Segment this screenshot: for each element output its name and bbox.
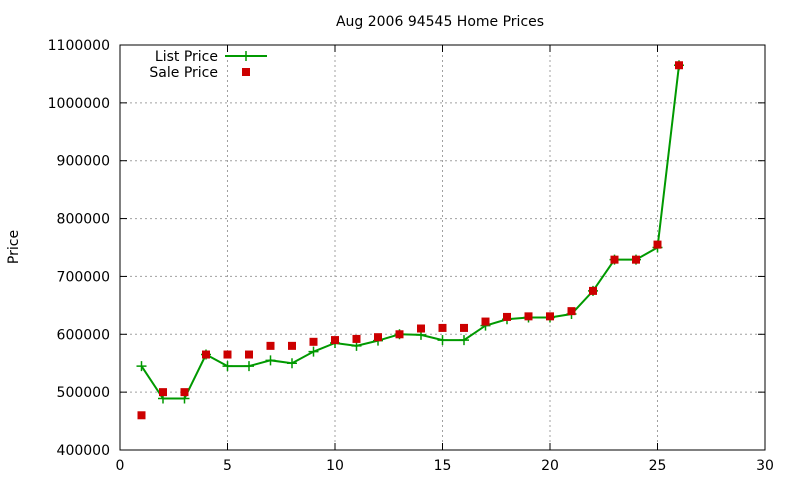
sale-price-point — [632, 255, 640, 264]
list-price-line — [140, 65, 680, 400]
legend-marker-list-price — [241, 51, 251, 61]
list-price-point — [244, 361, 254, 372]
list-price-point — [222, 361, 233, 372]
y-tick-label: 900000 — [57, 154, 110, 170]
sale-price-point — [137, 411, 146, 420]
sale-price-point — [567, 307, 576, 316]
list-price-point — [287, 358, 297, 369]
sale-price-point — [417, 324, 425, 333]
y-tick-label: 1000000 — [48, 96, 110, 112]
list-price-series — [136, 60, 684, 404]
sale-price-point — [481, 317, 490, 326]
legend-label-sale-price: Sale Price — [149, 65, 218, 81]
sale-price-point — [653, 240, 662, 249]
sale-price-point — [524, 312, 533, 321]
sale-price-series — [137, 61, 683, 420]
sale-price-point — [331, 336, 339, 345]
legend-label-list-price: List Price — [155, 49, 218, 65]
sale-price-point — [610, 255, 619, 264]
y-tick-label: 800000 — [57, 212, 110, 228]
sale-price-point — [675, 61, 683, 70]
list-price-point — [459, 335, 469, 346]
sale-price-point — [288, 341, 296, 350]
sale-price-point — [546, 312, 554, 321]
grid — [120, 45, 765, 450]
sale-price-point — [503, 312, 511, 321]
y-axis-label: Price — [6, 230, 22, 264]
sale-price-point — [266, 341, 275, 350]
list-price-point — [265, 355, 276, 366]
sale-price-point — [202, 350, 210, 359]
y-tick-label: 600000 — [57, 327, 110, 343]
x-tick-label: 30 — [756, 458, 774, 474]
sale-price-point — [309, 337, 318, 346]
sale-price-point — [374, 333, 382, 342]
sale-price-point — [223, 350, 232, 359]
x-tick-label: 25 — [649, 458, 667, 474]
sale-price-point — [352, 334, 361, 343]
x-tick-label: 0 — [116, 458, 125, 474]
sale-price-point — [245, 350, 253, 359]
y-tick-label: 400000 — [57, 443, 110, 459]
chart-title: Aug 2006 94545 Home Prices — [336, 14, 544, 30]
x-tick-label: 5 — [223, 458, 232, 474]
x-tick-label: 20 — [541, 458, 559, 474]
legend-marker-sale-price — [242, 68, 250, 76]
x-tick-label: 15 — [434, 458, 452, 474]
sale-price-point — [180, 388, 189, 397]
sale-price-point — [460, 323, 468, 332]
sale-price-point — [438, 323, 447, 332]
axis-ticks: 0 5 10 15 20 25 30 400000 500000 600000 700000 8000… — [48, 38, 774, 474]
list-price-point — [136, 361, 147, 372]
sale-price-point — [159, 388, 167, 397]
sale-price-point — [395, 330, 404, 339]
sale-price-point — [589, 286, 597, 295]
series — [136, 60, 684, 420]
x-tick-label: 10 — [326, 458, 344, 474]
list-price-point — [437, 335, 448, 346]
y-tick-label: 1100000 — [48, 38, 110, 54]
list-price-point — [308, 346, 319, 357]
y-tick-label: 700000 — [57, 269, 110, 285]
y-tick-label: 500000 — [57, 385, 110, 401]
